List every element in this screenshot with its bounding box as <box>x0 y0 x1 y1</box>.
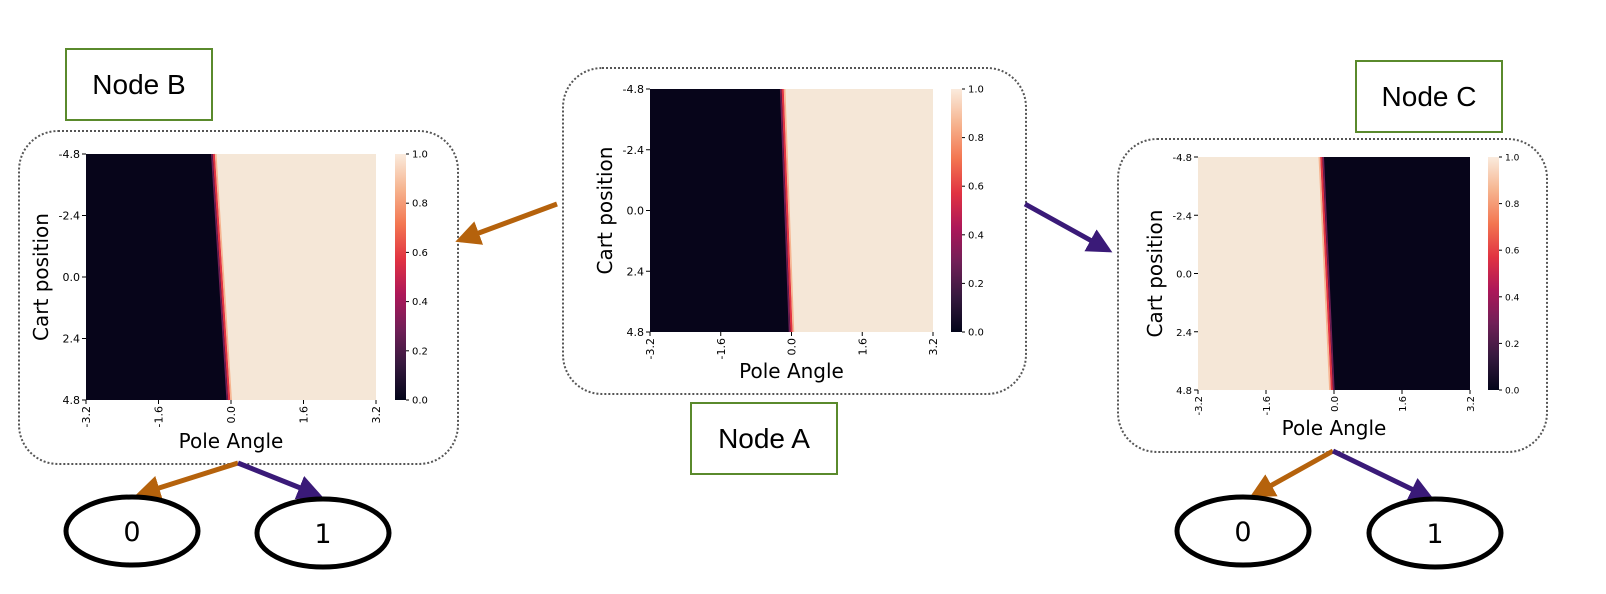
decision-boundary-edge <box>779 88 791 333</box>
x-tick-label: 3.2 <box>1466 396 1477 412</box>
y-axis-label: Cart position <box>1143 210 1167 338</box>
x-tick-label: -3.2 <box>1194 396 1205 416</box>
heatmap-node-c: -4.8 -2.4 0.0 2.4 4.8-3.2 -1.6 0.0 1.6 3.2 Pole A… <box>1143 153 1520 440</box>
decision-boundary-edge <box>1318 156 1331 391</box>
colorbar-tick-label: 0.8 <box>1505 200 1520 210</box>
leaf-c-right <box>1366 496 1504 570</box>
y-tick-label: 2.4 <box>63 333 81 346</box>
x-tick-label: 1.6 <box>856 338 869 356</box>
x-tick-label: 1.6 <box>298 406 311 424</box>
y-tick-label: -2.4 <box>59 210 80 223</box>
x-tick-label: 0.0 <box>225 406 238 424</box>
arrow-right-icon <box>237 460 323 500</box>
colorbar-tick-label: 0.4 <box>412 297 428 308</box>
leaf-b-left-label: 0 <box>123 517 140 548</box>
colorbar-tick-label: 0.2 <box>968 279 984 290</box>
leaf-b-left <box>63 494 201 568</box>
leaf-b-right-label: 1 <box>314 519 331 550</box>
colorbar-tick-label: 0.6 <box>412 248 428 259</box>
leaf-c-right-label: 1 <box>1426 519 1443 550</box>
arrow-right-icon <box>1331 448 1435 501</box>
y-tick-label: -4.8 <box>1172 153 1192 164</box>
y-axis-label: Cart position <box>29 213 53 341</box>
leaf-b-right <box>254 496 392 570</box>
heatmap-region-left <box>86 154 230 400</box>
decision-boundary <box>1320 156 1333 391</box>
y-tick-label: 4.8 <box>63 394 81 407</box>
y-tick-label: -2.4 <box>623 144 644 157</box>
x-tick-label: -1.6 <box>715 338 728 359</box>
y-axis-label: Cart position <box>593 147 617 275</box>
y-tick-label: -4.8 <box>59 148 80 161</box>
heatmap-region-right <box>782 89 933 332</box>
y-tick-label: 2.4 <box>627 265 645 278</box>
colorbar-tick-label: 0.0 <box>412 396 428 407</box>
leaf-c-left-label: 0 <box>1234 517 1251 548</box>
y-tick-label: 0.0 <box>1176 270 1192 281</box>
x-tick-label: -1.6 <box>1262 396 1273 416</box>
x-tick-label: 3.2 <box>927 338 940 356</box>
colorbar-tick-label: 0.0 <box>1505 387 1520 397</box>
y-tick-label: 0.0 <box>627 205 645 218</box>
node-a-label: Node A <box>690 402 838 475</box>
colorbar-tick-label: 1.0 <box>1505 154 1520 164</box>
decision-boundary-edge <box>1322 156 1335 391</box>
colorbar <box>1488 157 1499 390</box>
colorbar-tick-label: 0.0 <box>968 328 984 339</box>
heatmap-region-right <box>213 154 376 400</box>
x-tick-label: -3.2 <box>644 338 657 359</box>
x-tick-label: 1.6 <box>1398 396 1409 412</box>
colorbar-tick-label: 0.8 <box>968 133 984 144</box>
decision-boundary <box>781 88 793 333</box>
x-axis-label: Pole Angle <box>179 429 284 453</box>
arrow-right-icon <box>1023 201 1113 253</box>
x-tick-label: -1.6 <box>153 406 166 427</box>
heatmap-region-left <box>650 89 792 332</box>
colorbar-tick-label: 0.2 <box>412 346 428 357</box>
y-tick-label: 4.8 <box>627 326 645 339</box>
node-c-label: Node C <box>1355 60 1503 133</box>
heatmap-region-left <box>1198 157 1332 390</box>
y-tick-label: 4.8 <box>1176 386 1192 397</box>
x-axis-label: Pole Angle <box>739 359 844 383</box>
arrow-left-icon <box>1249 448 1335 498</box>
y-tick-label: 0.0 <box>63 271 81 284</box>
x-tick-label: -3.2 <box>80 406 93 427</box>
decision-boundary-edge <box>215 153 232 401</box>
node-a-panel <box>562 67 1027 395</box>
arrow-left-icon <box>455 201 558 245</box>
x-tick-label: 3.2 <box>370 406 383 424</box>
colorbar-tick-label: 1.0 <box>412 150 428 161</box>
arrow-left-icon <box>135 460 239 500</box>
colorbar-tick-label: 0.8 <box>412 199 428 210</box>
colorbar <box>951 89 962 332</box>
colorbar-tick-label: 1.0 <box>968 85 984 96</box>
x-axis-label: Pole Angle <box>1282 416 1387 440</box>
y-tick-label: -2.4 <box>1172 211 1192 222</box>
colorbar-tick-label: 0.4 <box>1505 293 1520 303</box>
heatmap-node-b: -4.8 -2.4 0.0 2.4 4.8-3.2 -1.6 0.0 1.6 3.2 Pole A… <box>29 148 428 453</box>
colorbar <box>395 154 406 400</box>
x-tick-label: 0.0 <box>1330 396 1341 412</box>
leaf-c-left <box>1174 494 1312 568</box>
decision-boundary-edge <box>211 153 228 401</box>
decision-boundary-edge <box>783 88 795 333</box>
y-tick-label: -4.8 <box>623 83 644 96</box>
y-tick-label: 2.4 <box>1176 328 1192 339</box>
colorbar-tick-label: 0.4 <box>968 230 984 241</box>
colorbar-tick-label: 0.6 <box>1505 247 1520 257</box>
heatmap-node-a: -4.8 -2.4 0.0 2.4 4.8-3.2 -1.6 0.0 1.6 3.2 Pole A… <box>593 83 984 383</box>
node-b-label: Node B <box>65 48 213 121</box>
colorbar-tick-label: 0.6 <box>968 182 984 193</box>
colorbar-tick-label: 0.2 <box>1505 340 1519 350</box>
heatmap-region-right <box>1321 157 1470 390</box>
decision-boundary <box>212 153 231 401</box>
x-tick-label: 0.0 <box>786 338 799 356</box>
